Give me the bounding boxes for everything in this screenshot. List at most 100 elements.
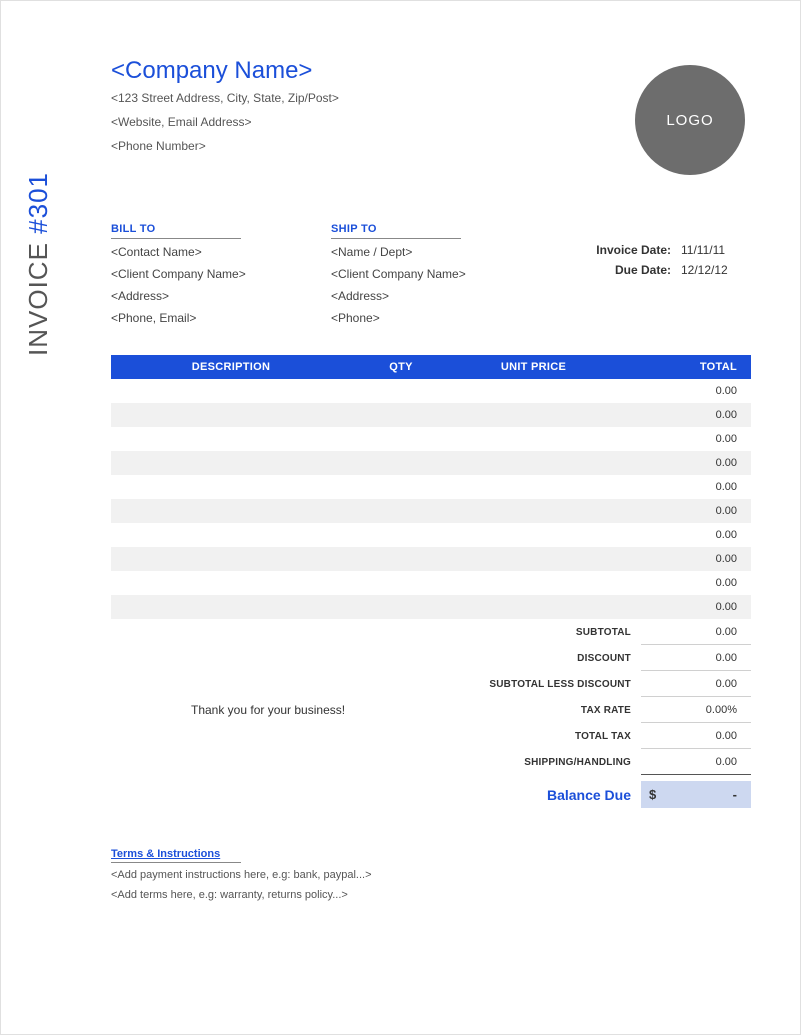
cell-total: 0.00 bbox=[616, 379, 751, 403]
terms-heading: Terms & Instructions bbox=[111, 848, 241, 863]
col-qty: QTY bbox=[351, 355, 451, 379]
cell-unit_price bbox=[451, 523, 616, 547]
cell-description bbox=[111, 403, 351, 427]
cell-description bbox=[111, 475, 351, 499]
bill-to-line: <Contact Name> bbox=[111, 245, 311, 259]
cell-total: 0.00 bbox=[616, 499, 751, 523]
company-web: <Website, Email Address> bbox=[111, 115, 339, 129]
table-row: 0.00 bbox=[111, 595, 751, 619]
balance-currency: $ bbox=[649, 787, 656, 802]
subtotal-less-value: 0.00 bbox=[641, 671, 751, 697]
table-row: 0.00 bbox=[111, 523, 751, 547]
company-phone: <Phone Number> bbox=[111, 139, 339, 153]
ship-to-block: SHIP TO <Name / Dept> <Client Company Na… bbox=[331, 223, 531, 333]
company-name: <Company Name> bbox=[111, 57, 339, 85]
cell-description bbox=[111, 379, 351, 403]
cell-unit_price bbox=[451, 571, 616, 595]
invoice-prefix: INVOICE bbox=[23, 234, 53, 356]
cell-unit_price bbox=[451, 547, 616, 571]
cell-description bbox=[111, 595, 351, 619]
bill-to-heading: BILL TO bbox=[111, 223, 241, 239]
cell-qty bbox=[351, 595, 451, 619]
ship-to-line: <Phone> bbox=[331, 311, 531, 325]
discount-value: 0.00 bbox=[641, 645, 751, 671]
cell-qty bbox=[351, 403, 451, 427]
subtotal-less-label: SUBTOTAL LESS DISCOUNT bbox=[441, 679, 641, 690]
terms-line: <Add payment instructions here, e.g: ban… bbox=[111, 869, 751, 881]
ship-to-line: <Client Company Name> bbox=[331, 267, 531, 281]
cell-qty bbox=[351, 523, 451, 547]
tax-rate-label: TAX RATE bbox=[441, 705, 641, 716]
cell-total: 0.00 bbox=[616, 595, 751, 619]
cell-unit_price bbox=[451, 595, 616, 619]
col-total: TOTAL bbox=[616, 355, 751, 379]
terms-block: Terms & Instructions <Add payment instru… bbox=[111, 848, 751, 901]
subtotal-label: SUBTOTAL bbox=[441, 627, 641, 638]
table-row: 0.00 bbox=[111, 547, 751, 571]
invoice-date-label: Invoice Date: bbox=[596, 243, 671, 257]
table-row: 0.00 bbox=[111, 403, 751, 427]
invoice-hash: # bbox=[23, 218, 53, 233]
total-tax-label: TOTAL TAX bbox=[441, 731, 641, 742]
ship-to-line: <Address> bbox=[331, 289, 531, 303]
tax-rate-value: 0.00% bbox=[641, 697, 751, 723]
invoice-number-vertical: INVOICE #301 bbox=[23, 172, 54, 356]
cell-total: 0.00 bbox=[616, 451, 751, 475]
bill-to-line: <Phone, Email> bbox=[111, 311, 311, 325]
invoice-date: 11/11/11 bbox=[681, 243, 751, 257]
subtotal-value: 0.00 bbox=[641, 619, 751, 645]
bill-to-line: <Address> bbox=[111, 289, 311, 303]
table-row: 0.00 bbox=[111, 475, 751, 499]
cell-total: 0.00 bbox=[616, 571, 751, 595]
table-row: 0.00 bbox=[111, 427, 751, 451]
cell-description bbox=[111, 523, 351, 547]
cell-unit_price bbox=[451, 451, 616, 475]
cell-unit_price bbox=[451, 475, 616, 499]
meta-block: Invoice Date: 11/11/11 Due Date: 12/12/1… bbox=[551, 223, 751, 333]
table-row: 0.00 bbox=[111, 571, 751, 595]
company-address: <123 Street Address, City, State, Zip/Po… bbox=[111, 91, 339, 105]
cell-qty bbox=[351, 547, 451, 571]
shipping-label: SHIPPING/HANDLING bbox=[441, 757, 641, 768]
table-row: 0.00 bbox=[111, 499, 751, 523]
discount-label: DISCOUNT bbox=[441, 653, 641, 664]
col-description: DESCRIPTION bbox=[111, 355, 351, 379]
cell-unit_price bbox=[451, 427, 616, 451]
cell-description bbox=[111, 571, 351, 595]
cell-description bbox=[111, 451, 351, 475]
total-tax-value: 0.00 bbox=[641, 723, 751, 749]
cell-unit_price bbox=[451, 379, 616, 403]
bill-to-line: <Client Company Name> bbox=[111, 267, 311, 281]
cell-total: 0.00 bbox=[616, 547, 751, 571]
cell-qty bbox=[351, 451, 451, 475]
totals-block: SUBTOTAL0.00 DISCOUNT0.00 SUBTOTAL LESS … bbox=[111, 619, 751, 775]
cell-qty bbox=[351, 475, 451, 499]
balance-due-value: $ - bbox=[641, 781, 751, 808]
thank-you-text: Thank you for your business! bbox=[191, 703, 345, 717]
cell-unit_price bbox=[451, 403, 616, 427]
header: <Company Name> <123 Street Address, City… bbox=[111, 57, 751, 175]
cell-total: 0.00 bbox=[616, 427, 751, 451]
bill-to-block: BILL TO <Contact Name> <Client Company N… bbox=[111, 223, 311, 333]
table-row: 0.00 bbox=[111, 451, 751, 475]
logo-placeholder: LOGO bbox=[635, 65, 745, 175]
balance-row: Balance Due $ - bbox=[111, 781, 751, 808]
cell-description bbox=[111, 547, 351, 571]
cell-qty bbox=[351, 571, 451, 595]
cell-qty bbox=[351, 499, 451, 523]
shipping-value: 0.00 bbox=[641, 749, 751, 775]
cell-total: 0.00 bbox=[616, 403, 751, 427]
ship-to-line: <Name / Dept> bbox=[331, 245, 531, 259]
cell-total: 0.00 bbox=[616, 475, 751, 499]
cell-qty bbox=[351, 379, 451, 403]
due-date: 12/12/12 bbox=[681, 263, 751, 277]
line-items-table: DESCRIPTION QTY UNIT PRICE TOTAL 0.000.0… bbox=[111, 355, 751, 619]
cell-qty bbox=[351, 427, 451, 451]
cell-unit_price bbox=[451, 499, 616, 523]
company-block: <Company Name> <123 Street Address, City… bbox=[111, 57, 339, 175]
ship-to-heading: SHIP TO bbox=[331, 223, 461, 239]
due-date-label: Due Date: bbox=[615, 263, 671, 277]
balance-due-label: Balance Due bbox=[547, 787, 641, 803]
col-unit-price: UNIT PRICE bbox=[451, 355, 616, 379]
table-row: 0.00 bbox=[111, 379, 751, 403]
